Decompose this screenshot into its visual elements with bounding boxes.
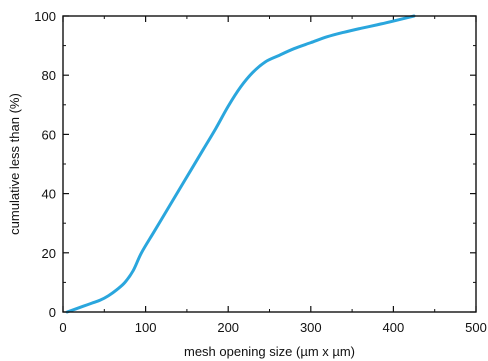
x-tick-label: 300 <box>300 320 322 335</box>
x-tick-label: 400 <box>383 320 405 335</box>
y-tick-label: 100 <box>34 9 56 24</box>
x-tick-label: 0 <box>59 320 66 335</box>
x-tick-label: 500 <box>465 320 487 335</box>
x-axis-label: mesh opening size (µm x µm) <box>184 344 355 359</box>
x-tick-label: 100 <box>135 320 157 335</box>
y-tick-label: 0 <box>49 305 56 320</box>
x-tick-label: 200 <box>217 320 239 335</box>
y-tick-label: 20 <box>42 246 56 261</box>
series-line-0 <box>65 14 416 314</box>
y-tick-label: 80 <box>42 68 56 83</box>
y-tick-label: 40 <box>42 187 56 202</box>
x-axis-ticks: 0 100 200 300 400 500 <box>59 16 487 335</box>
plot-frame <box>62 15 477 313</box>
series-group <box>65 14 416 314</box>
y-axis-label: cumulative less than (%) <box>7 93 22 235</box>
y-axis-ticks: 0 20 40 60 80 100 <box>34 9 476 320</box>
y-tick-label: 60 <box>42 127 56 142</box>
